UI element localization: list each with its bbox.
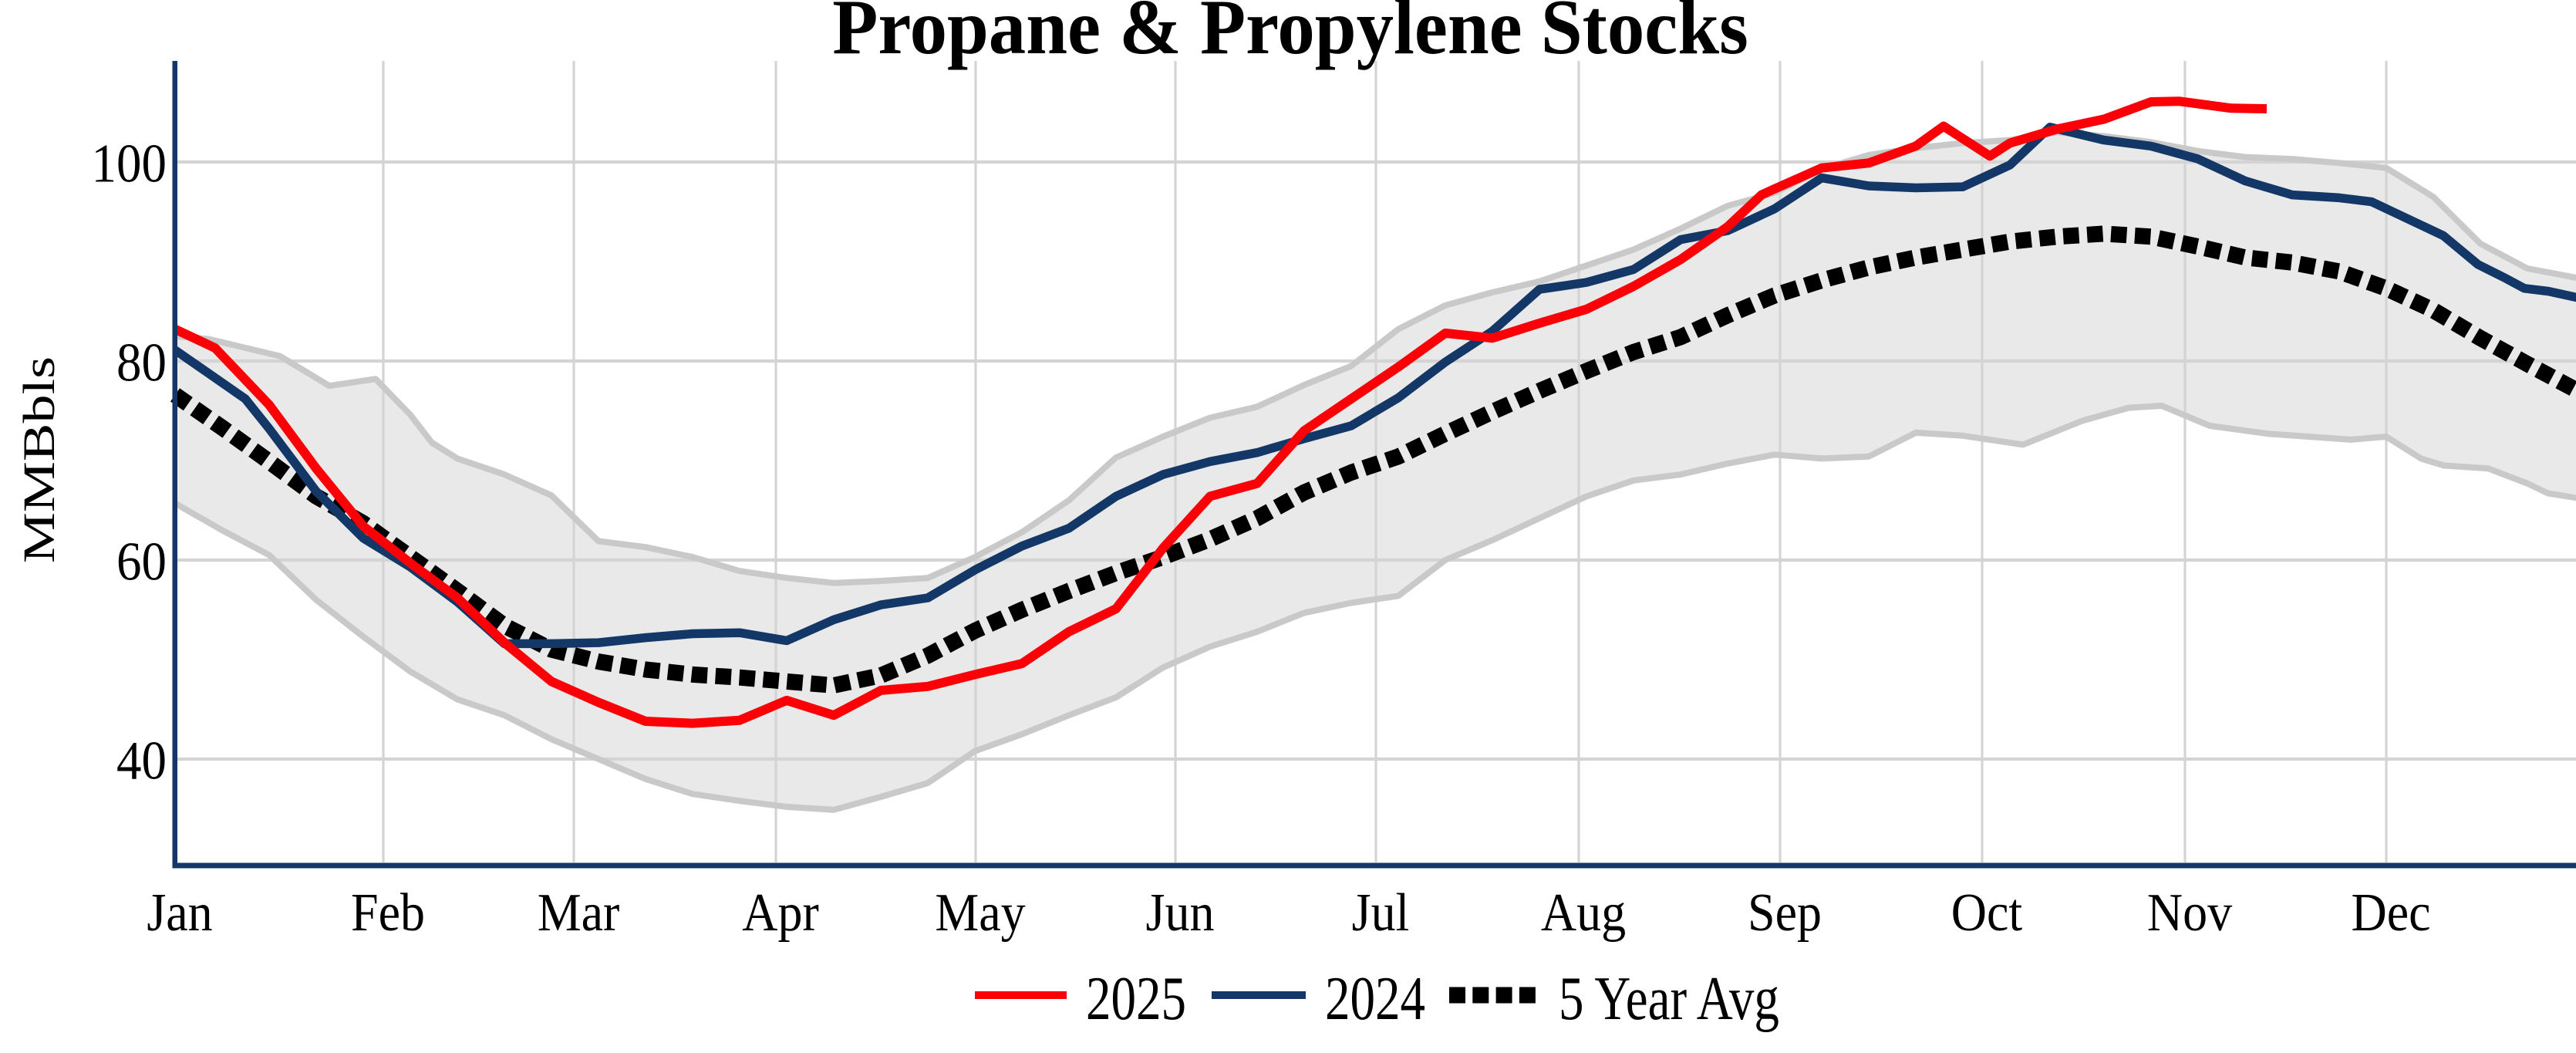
svg-text:Apr: Apr [742, 882, 819, 942]
svg-text:Dec: Dec [2351, 882, 2430, 942]
svg-text:40: 40 [116, 730, 167, 791]
svg-text:80: 80 [116, 332, 167, 393]
svg-text:Aug: Aug [1541, 882, 1626, 942]
svg-text:2024: 2024 [1325, 964, 1425, 1032]
svg-text:Sep: Sep [1748, 882, 1822, 942]
svg-text:Jan: Jan [147, 882, 212, 942]
svg-text:Jul: Jul [1352, 882, 1410, 942]
svg-text:2025: 2025 [1086, 964, 1186, 1032]
svg-text:100: 100 [92, 133, 167, 194]
svg-text:Jun: Jun [1146, 882, 1215, 942]
svg-text:May: May [935, 882, 1026, 942]
svg-text:Oct: Oct [1951, 882, 2023, 942]
svg-text:Propane & Propylene Stocks: Propane & Propylene Stocks [832, 0, 1748, 70]
svg-text:60: 60 [116, 531, 167, 592]
svg-text:Nov: Nov [2147, 882, 2233, 942]
svg-text:MMBbls: MMBbls [15, 356, 65, 563]
svg-text:Feb: Feb [351, 882, 425, 942]
svg-text:5 Year Avg: 5 Year Avg [1559, 964, 1779, 1032]
svg-text:Mar: Mar [538, 882, 620, 942]
